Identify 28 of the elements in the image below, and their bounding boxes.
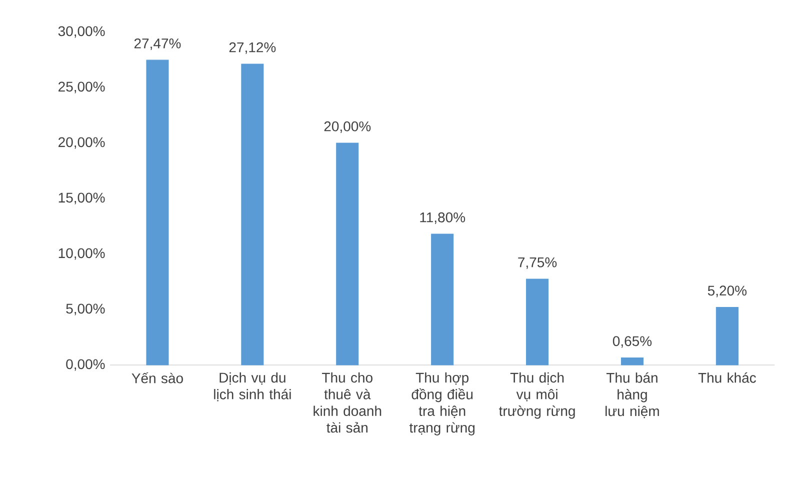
data-label: 0,65% [612, 336, 652, 348]
bar [431, 234, 454, 366]
data-label: 27,12% [229, 42, 276, 54]
bar [620, 358, 644, 366]
y-tick-label: 10,00% [58, 248, 105, 260]
y-tick-label: 20,00% [58, 137, 105, 149]
x-tick-label: Thu hợp đồng điều tra hiện trạng rừng [409, 372, 474, 436]
data-label: 11,80% [420, 212, 466, 224]
y-tick-label: 0,00% [66, 359, 105, 371]
bar [526, 278, 549, 366]
x-tick-label: Yến sào [132, 372, 183, 384]
y-tick-label: 5,00% [66, 304, 105, 316]
x-tick-label: Dịch vụ du lịch sinh thái [214, 372, 291, 402]
x-tick-label: Thu dịch vụ môi trường rừng [499, 372, 575, 419]
x-tick-label: Thu cho thuê và kinh doanh tài sản [314, 372, 382, 433]
x-tick-label: Thu khác [698, 372, 756, 383]
bar [336, 142, 359, 366]
data-label: 7,75% [518, 257, 557, 269]
y-tick-label: 15,00% [58, 192, 105, 204]
x-tick-label: Thu bán hàng lưu niệm [606, 372, 659, 418]
data-label: 20,00% [324, 121, 371, 133]
bar [241, 64, 264, 366]
bar [146, 60, 169, 366]
bar [716, 306, 738, 366]
y-tick-label: 25,00% [58, 82, 105, 94]
y-tick-label: 30,00% [58, 26, 105, 38]
data-label: 5,20% [708, 286, 747, 298]
data-label: 27,47% [134, 38, 181, 50]
